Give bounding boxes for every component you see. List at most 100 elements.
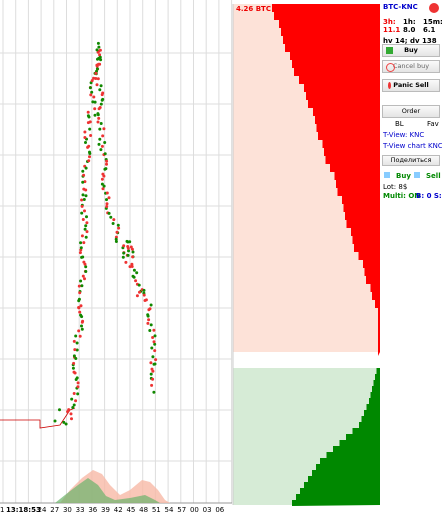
price-dot [74,334,78,338]
price-dot [152,340,156,344]
share-button[interactable]: Поделиться [382,155,440,166]
price-dot [97,45,101,49]
cancel-buy-button[interactable]: Cancel buy [382,60,440,73]
x-label: 36 [88,506,97,514]
price-dot [88,86,92,90]
sell-check[interactable] [414,172,420,178]
stat-label: 15m: [423,18,442,26]
price-dot [72,361,76,365]
price-dot [121,255,125,259]
price-dot [77,329,81,333]
label: Buy [404,46,418,54]
tview-chart-link[interactable]: T-View chart KNC [383,142,442,150]
price-dot [74,357,78,360]
price-dot [81,169,85,173]
x-label: 24 [38,506,47,514]
price-dot [148,329,152,332]
price-dot [103,167,107,171]
label: Поделиться [390,156,432,164]
price-dot [62,420,66,424]
price-dot [109,215,113,219]
price-dot [101,172,105,176]
price-dot [105,202,109,206]
price-dot [151,355,155,359]
buy-check[interactable] [384,172,390,178]
price-dot [96,120,100,124]
price-dot [100,144,104,148]
price-dot [74,378,78,381]
tview-link[interactable]: T-View: KNC [383,131,425,139]
current-time: 13:18:53 [6,506,41,514]
panic-sell-button[interactable]: Panic Sell [382,79,440,92]
fav-link[interactable]: Fav [427,120,439,128]
price-dot [77,284,81,288]
price-dot [130,265,134,268]
price-dot [77,306,81,309]
price-dot [72,354,76,358]
price-dot [90,90,94,94]
counts: B: 0 S: 0 [416,192,442,200]
price-dot [132,268,136,272]
price-dot [78,310,82,314]
icon [388,82,391,89]
price-dot [101,187,105,191]
price-dot [153,342,157,346]
price-dot [114,235,118,239]
price-dot [88,155,91,159]
x-labels: 24 27 30 33 36 39 42 45 48 51 54 57 00 03 06 [38,506,225,514]
multi: Multi: ON [383,192,421,200]
price-dot [135,271,139,275]
price-dot [58,408,61,412]
price-dot [86,110,90,114]
ask-depth [270,4,380,356]
price-dot [97,142,101,146]
stat-label: 1h: [403,18,416,26]
order-button[interactable]: Order [382,105,440,118]
close-button[interactable] [429,3,439,13]
price-dot [72,403,76,407]
price-dot [89,134,93,137]
price-dot [71,406,75,409]
buy-button[interactable]: Buy [382,44,440,57]
price-dot [142,288,146,292]
price-dot [64,422,68,426]
price-dot [134,279,138,283]
price-dot [107,211,111,215]
x-label: 00 [190,506,199,514]
price-dot [137,283,141,287]
price-dot [81,274,85,278]
price-dot [76,385,80,389]
price-dot [69,412,73,416]
price-dot [150,346,154,350]
price-dot [76,381,80,385]
price-dot [79,246,83,250]
price-dot [105,205,109,208]
price-dot [147,308,151,312]
price-dot [101,91,105,95]
price-dot [130,247,134,251]
price-dot [89,93,93,97]
price-dot [151,377,155,381]
price-dot [72,392,76,395]
price-dot [97,107,101,111]
price-dot [131,250,135,254]
bl-link[interactable]: BL [395,120,404,128]
price-dot [116,223,120,227]
book-total: 4.26 BTC [236,5,271,13]
price-dot [102,127,106,131]
price-dot [95,67,99,71]
price-dot [92,95,96,99]
price-dot [82,173,86,177]
order-book [232,4,380,506]
price-dot [112,218,116,222]
volume: hv 14; dv 138 [383,37,437,45]
x-label: 03 [203,506,212,514]
icon [386,47,393,54]
price-dot [94,71,98,75]
price-dot [95,83,99,87]
price-dot [83,136,87,139]
price-dot [90,79,94,83]
price-dot [100,177,104,181]
price-dot [91,100,95,104]
